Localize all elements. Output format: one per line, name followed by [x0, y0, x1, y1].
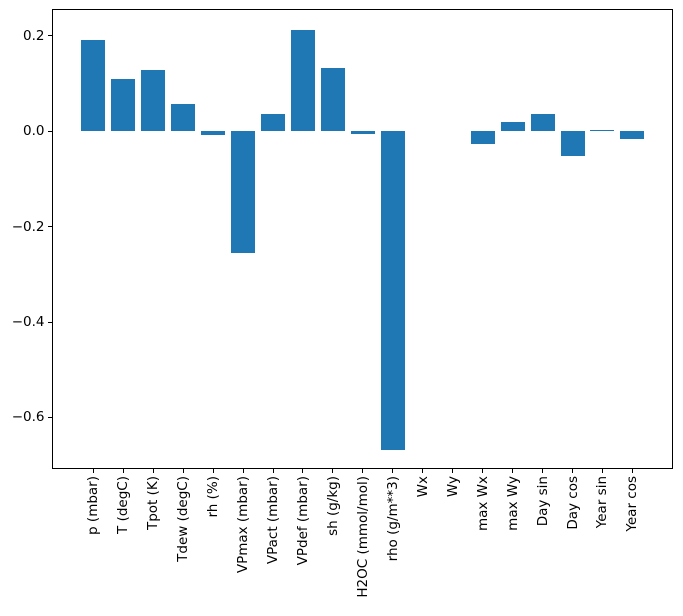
bar-vpact-mbar: [261, 113, 285, 132]
y-tick-label: −0.6: [11, 409, 45, 426]
x-tick-mark: [512, 468, 514, 473]
x-tick-mark: [92, 468, 94, 473]
x-tick-label: max Wy: [504, 475, 521, 531]
bar-t-degc: [111, 78, 136, 132]
x-tick-label: T (degC): [115, 475, 132, 534]
y-tick-label: 0.2: [23, 27, 45, 44]
x-tick-label: Day cos: [564, 475, 581, 530]
y-tick-label: 0.0: [23, 123, 45, 140]
x-tick-label: H2OC (mmol/mol): [354, 475, 371, 598]
x-tick-mark: [242, 468, 244, 473]
x-tick-mark: [392, 468, 394, 473]
x-tick-label: Tpot (K): [145, 475, 162, 530]
y-tick-label: −0.4: [11, 314, 45, 330]
bar-p-mbar: [81, 40, 106, 132]
plot-frame: [52, 9, 673, 469]
bar-vpdef-mbar: [290, 30, 315, 132]
x-tick-label: p (mbar): [85, 475, 102, 535]
bar-year-sin: [590, 129, 615, 132]
x-tick-label: Year cos: [624, 475, 641, 532]
x-tick-label: Wx: [414, 475, 431, 497]
x-tick-mark: [152, 468, 154, 473]
x-tick-mark: [272, 468, 274, 473]
y-tick-mark: [48, 130, 52, 132]
x-tick-label: VPact (mbar): [265, 475, 281, 564]
x-tick-mark: [482, 468, 484, 473]
bar-tpot-k: [141, 69, 166, 132]
x-tick-mark: [631, 468, 633, 473]
bar-day-sin: [530, 114, 555, 132]
x-tick-label: VPdef (mbar): [294, 475, 311, 565]
x-tick-mark: [452, 468, 454, 473]
x-tick-label: Wy: [444, 475, 461, 497]
x-tick-mark: [542, 468, 544, 473]
x-tick-mark: [122, 468, 124, 473]
x-tick-mark: [422, 468, 424, 473]
x-tick-label: sh (g/kg): [324, 475, 341, 536]
x-tick-label: Day sin: [534, 475, 551, 526]
x-tick-mark: [182, 468, 184, 473]
bar-vpmax-mbar: [231, 131, 256, 254]
bar-max-wy: [500, 122, 525, 132]
bar-rh: [201, 131, 226, 135]
bar-h2oc-mmol-mol: [350, 131, 375, 135]
bar-day-cos: [560, 131, 585, 156]
x-tick-mark: [212, 468, 214, 473]
x-tick-label: Tdew (degC): [175, 475, 192, 562]
y-tick-mark: [48, 321, 52, 323]
x-tick-mark: [332, 468, 334, 473]
x-tick-label: max Wx: [474, 475, 491, 531]
x-tick-label: VPmax (mbar): [235, 475, 252, 573]
y-tick-mark: [48, 416, 52, 418]
x-tick-mark: [302, 468, 304, 473]
x-tick-label: rh (%): [205, 475, 222, 518]
y-tick-mark: [48, 226, 52, 228]
bar-rho-g-m-3: [380, 131, 405, 450]
bar-sh-g-kg: [320, 67, 345, 132]
x-tick-label: rho (g/m**3): [384, 475, 401, 561]
x-tick-mark: [601, 468, 603, 473]
bar-max-wx: [470, 131, 495, 144]
x-tick-mark: [572, 468, 573, 473]
x-tick-label: Year sin: [594, 475, 611, 528]
x-tick-mark: [362, 468, 364, 473]
bar-year-cos: [620, 131, 645, 140]
y-tick-label: −0.2: [11, 218, 45, 235]
bar-tdew-degc: [171, 104, 196, 132]
y-tick-mark: [48, 35, 52, 37]
